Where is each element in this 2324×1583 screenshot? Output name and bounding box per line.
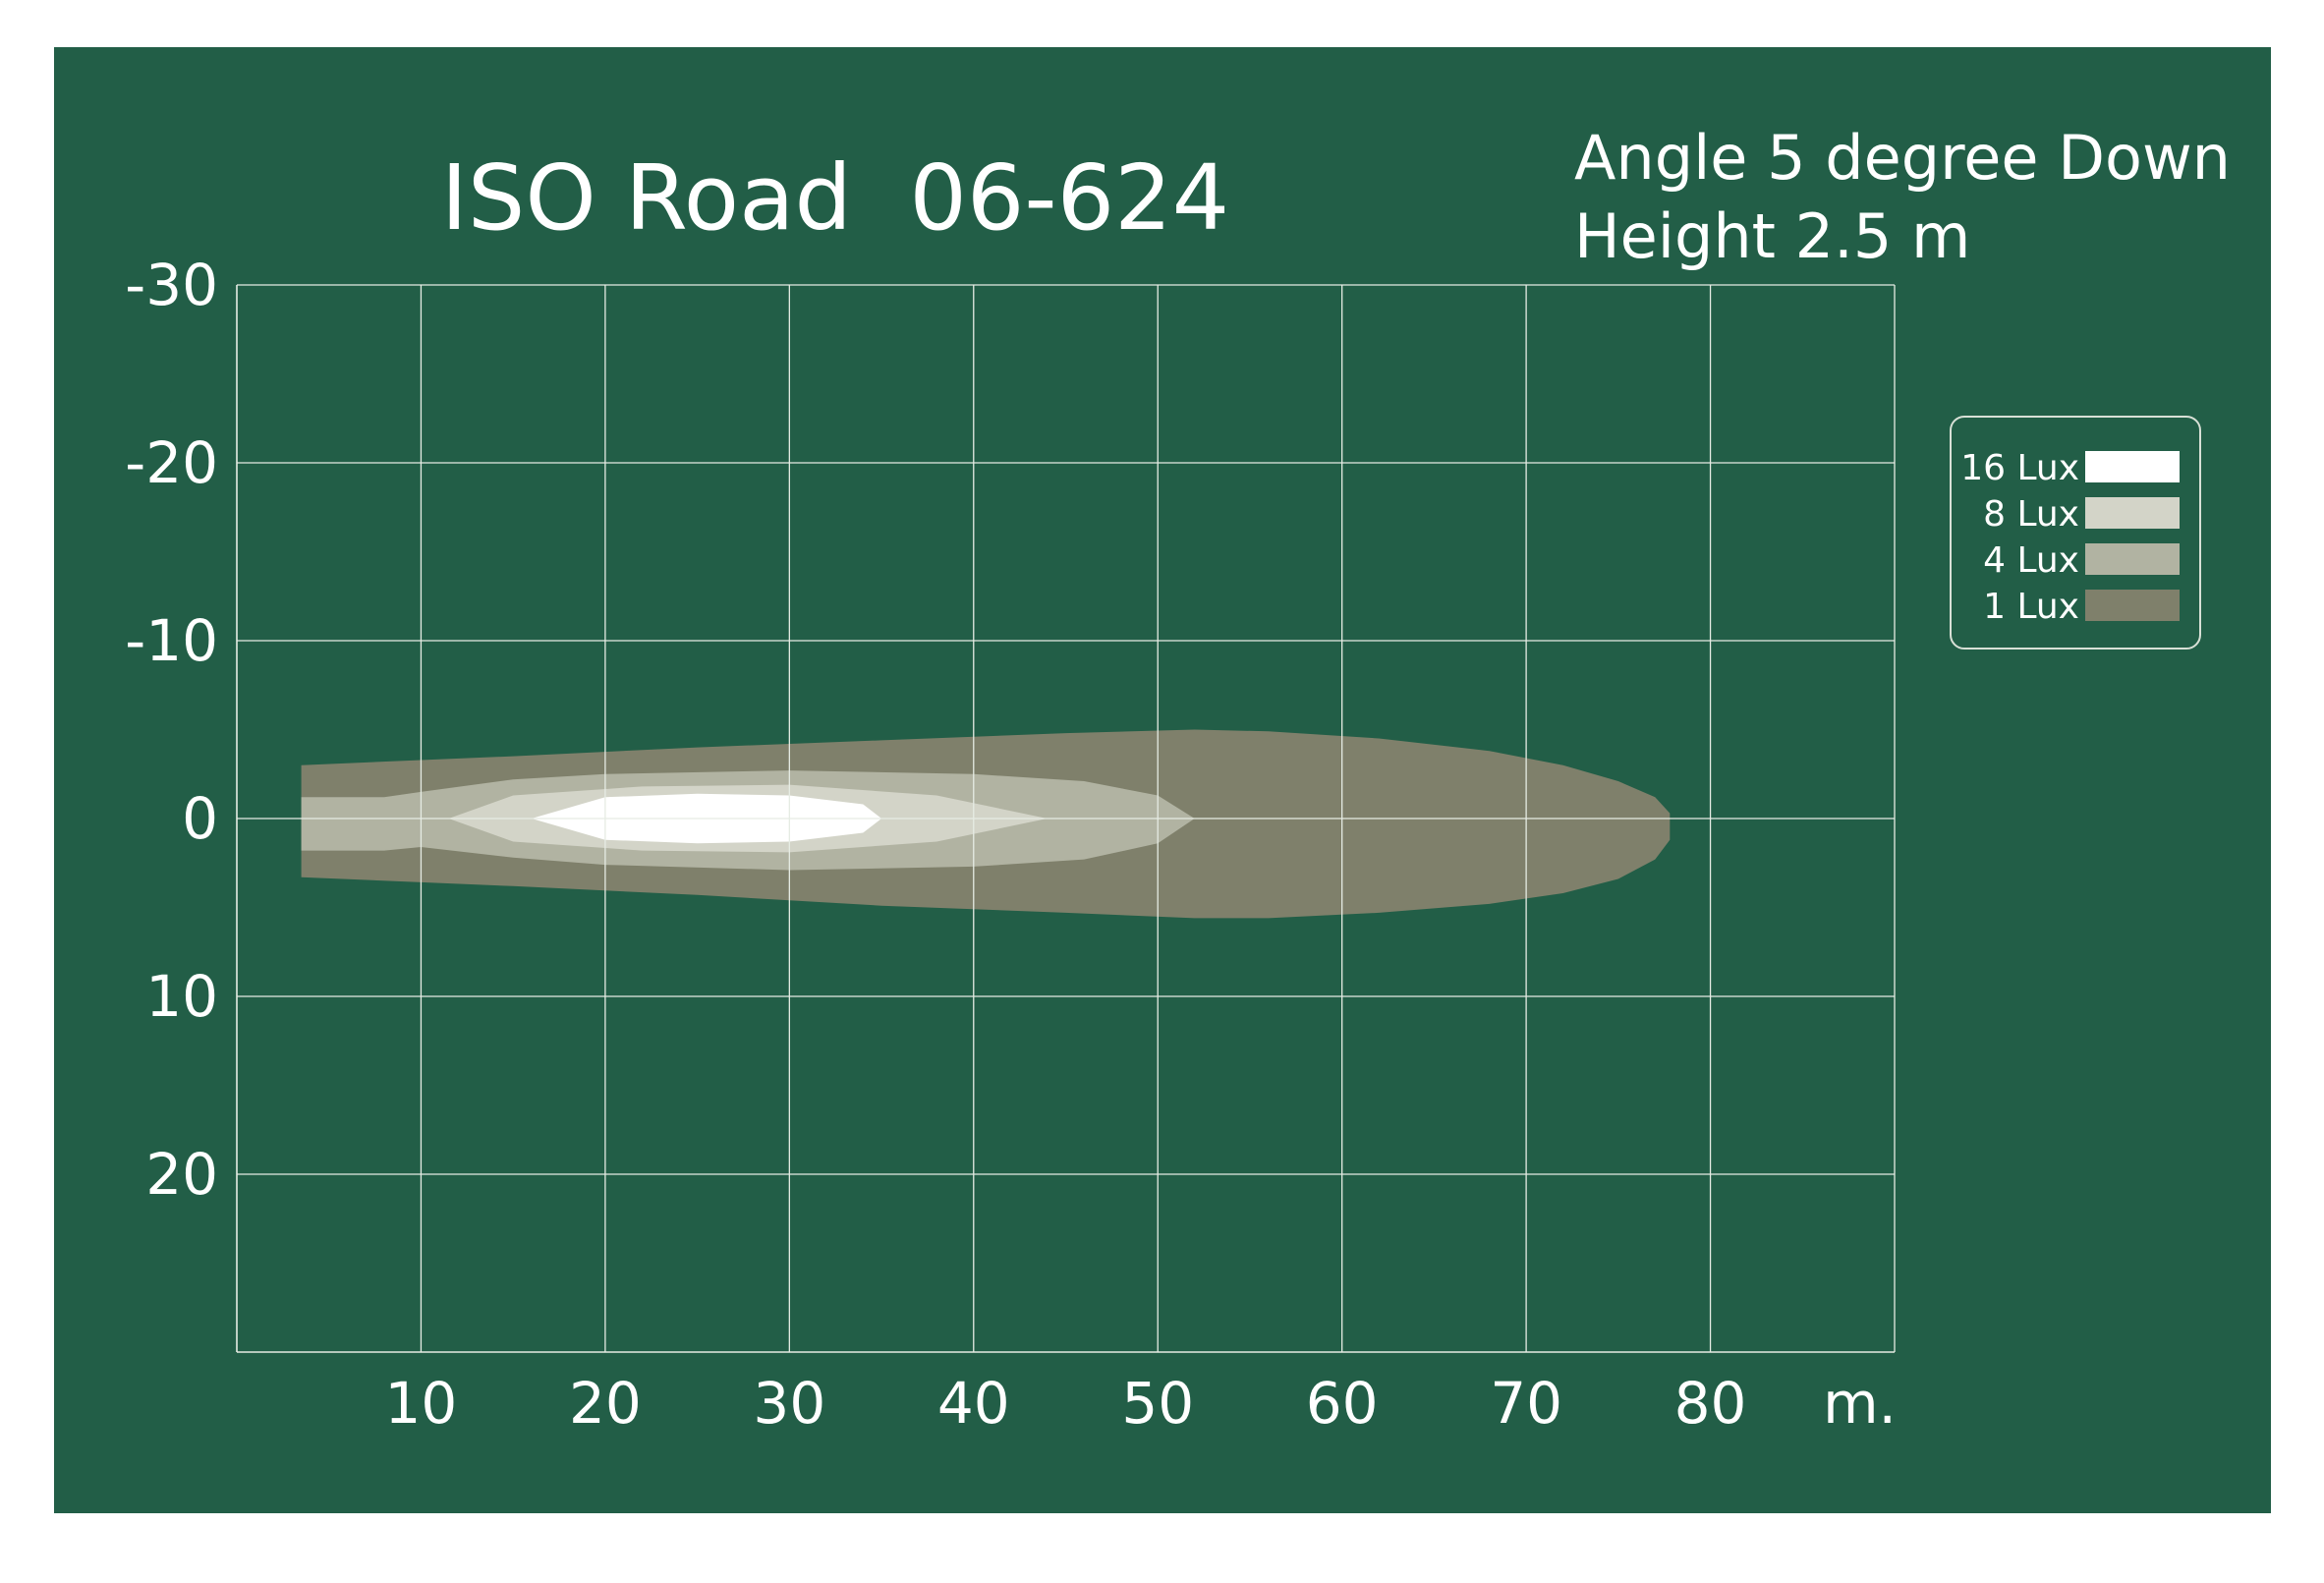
x-axis-unit-label: m. [1823,1370,1897,1437]
legend: 16 Lux 8 Lux 4 Lux 1 Lux [1950,416,2201,650]
x-tick-label: 10 [385,1370,458,1437]
x-tick-label: 50 [1121,1370,1194,1437]
x-tick-label: 70 [1490,1370,1562,1437]
legend-swatch [2085,451,2180,482]
x-tick-label: 20 [569,1370,642,1437]
x-tick-label: 30 [753,1370,825,1437]
chart-title: ISO Road 06-624 [441,145,1229,251]
legend-frame [1950,416,2201,650]
y-tick-label: 20 [145,1141,218,1208]
x-axis-ticks: 10 20 30 40 50 60 70 80 [385,1370,1747,1437]
y-tick-label: 10 [145,963,218,1030]
x-tick-label: 80 [1674,1370,1747,1437]
annotation-angle: Angle 5 degree Down [1574,122,2231,194]
y-tick-label: -30 [125,252,218,318]
legend-swatch [2085,590,2180,621]
legend-label: 16 Lux [1960,448,2079,488]
legend-label: 1 Lux [1983,587,2079,627]
y-tick-label: -10 [125,607,218,674]
annotation-height: Height 2.5 m [1574,200,1970,272]
y-axis-ticks: -30 -20 -10 0 10 20 [125,252,218,1208]
x-tick-label: 60 [1306,1370,1379,1437]
y-tick-label: 0 [182,785,218,852]
isolux-contours [301,729,1671,919]
y-tick-label: -20 [125,429,218,496]
legend-swatch [2085,497,2180,529]
grid [236,284,1896,1353]
x-tick-label: 40 [937,1370,1010,1437]
legend-swatch [2085,543,2180,575]
legend-label: 8 Lux [1983,494,2079,535]
legend-label: 4 Lux [1983,540,2079,581]
